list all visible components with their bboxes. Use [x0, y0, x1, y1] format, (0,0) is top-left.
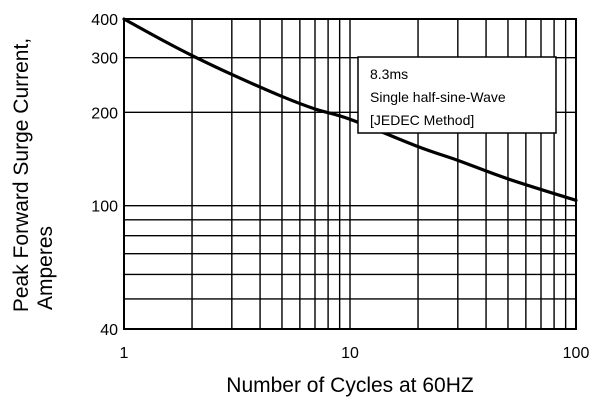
annotation-box: 8.3ms Single half-sine-Wave [JEDEC Metho…: [357, 56, 557, 134]
y-tick-label: 40: [100, 322, 118, 339]
plot-frame: [123, 18, 577, 330]
annotation-line-3: [JEDEC Method]: [370, 112, 474, 128]
y-tick-labels: 40 100 200 300 400: [91, 12, 118, 339]
annotation-line-2: Single half-sine-Wave: [370, 89, 506, 105]
x-tick-label: 100: [563, 345, 590, 362]
curve-layer: [122, 17, 578, 202]
y-tick-label: 100: [91, 199, 118, 216]
x-tick-label: 10: [341, 345, 359, 362]
y-tick-label: 200: [91, 105, 118, 122]
y-axis-label-line-1: Peak Forward Surge Current,: [10, 38, 33, 312]
y-axis-label-line-2: Amperes: [34, 226, 57, 310]
surge-current-curve: [122, 17, 578, 202]
y-tick-label: 400: [91, 12, 118, 29]
y-axis-label: Peak Forward Surge Current, Amperes: [10, 38, 57, 312]
x-tick-label: 1: [120, 345, 129, 362]
x-tick-labels: 1 10 100: [120, 345, 590, 362]
x-axis-label: Number of Cycles at 60HZ: [226, 374, 474, 397]
y-tick-label: 300: [91, 51, 118, 68]
annotation-line-1: 8.3ms: [370, 66, 408, 82]
